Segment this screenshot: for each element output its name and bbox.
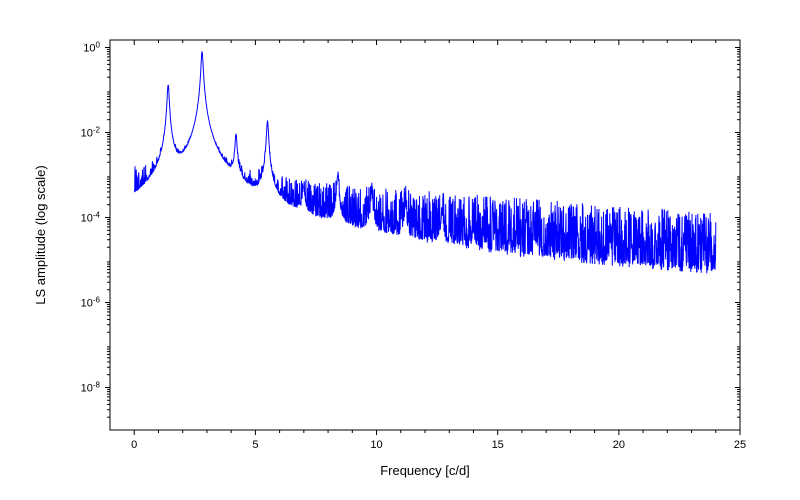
- xtick-label: 20: [613, 439, 625, 451]
- xtick-label: 10: [370, 439, 382, 451]
- xtick-label: 5: [252, 439, 258, 451]
- xtick-label: 25: [734, 439, 746, 451]
- xtick-label: 0: [131, 439, 137, 451]
- y-axis-label: LS amplitude (log scale): [33, 165, 48, 304]
- chart-svg: 051015202510-810-610-410-2100Frequency […: [0, 0, 800, 500]
- xtick-label: 15: [492, 439, 504, 451]
- periodogram-chart: 051015202510-810-610-410-2100Frequency […: [0, 0, 800, 500]
- x-axis-label: Frequency [c/d]: [380, 463, 470, 478]
